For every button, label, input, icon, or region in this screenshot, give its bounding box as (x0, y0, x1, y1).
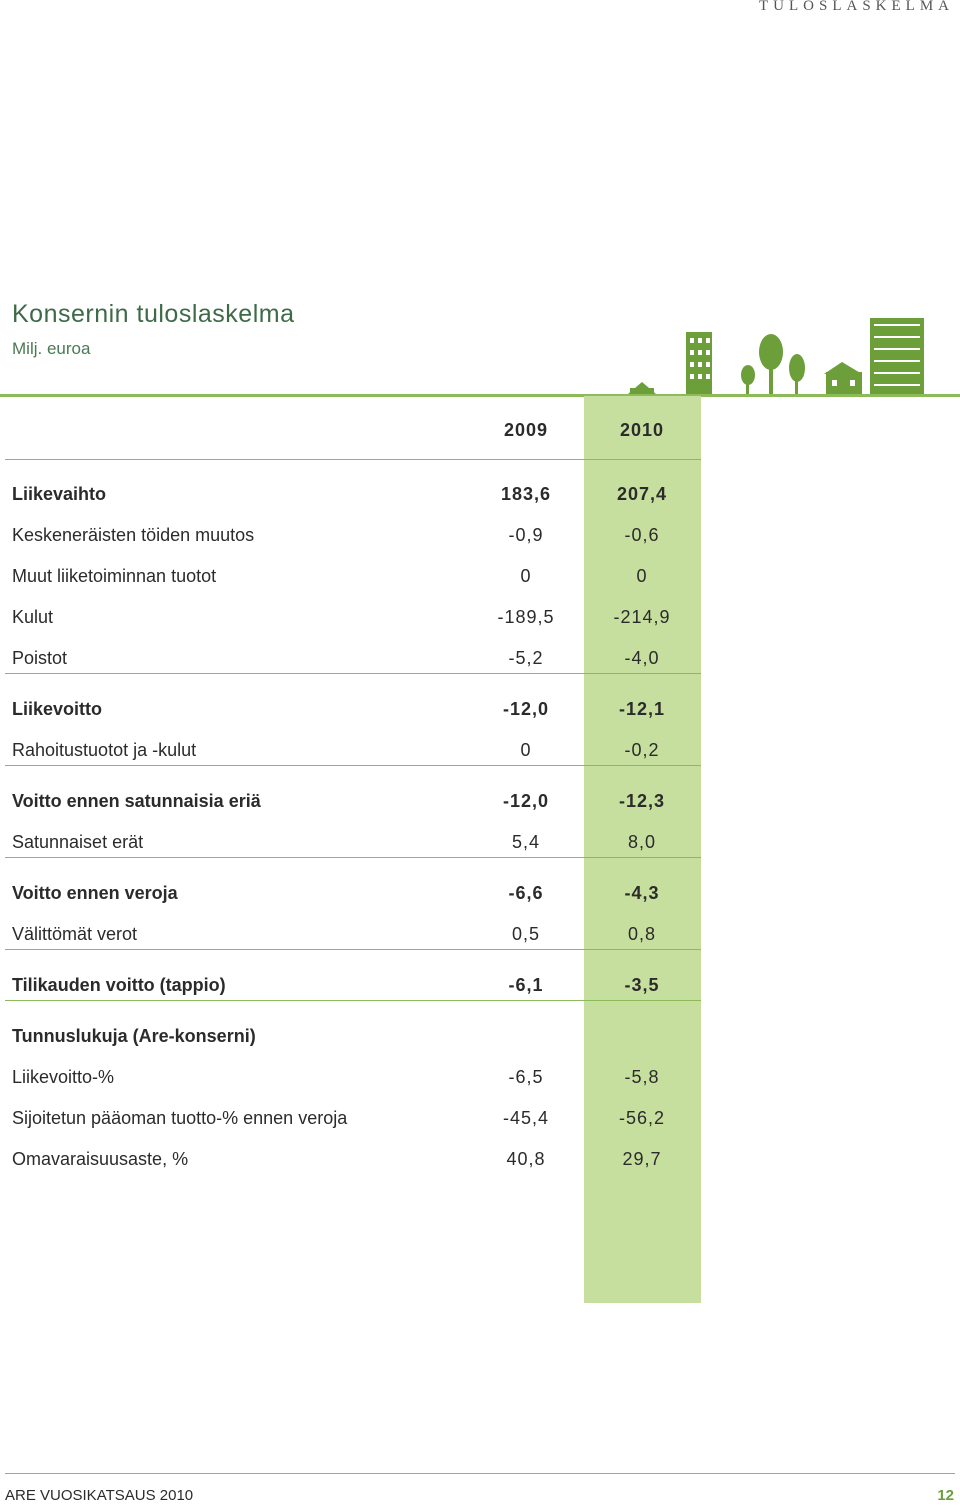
cell-value: -5,8 (624, 1067, 660, 1087)
cell-value: 0 (520, 566, 532, 586)
row-label: Tilikauden voitto (tappio) (12, 975, 226, 995)
cell-value: 207,4 (616, 484, 668, 504)
row-label: Liikevaihto (12, 484, 107, 504)
table-row: Poistot -5,2 -4,0 (0, 646, 960, 670)
cell-value: -0,9 (508, 525, 544, 545)
row-label: Omavaraisuusaste, % (12, 1149, 189, 1169)
cell-value: 5,4 (511, 832, 541, 852)
table-row: Liikevoitto-% -6,5 -5,8 (0, 1065, 960, 1089)
cell-value: -45,4 (502, 1108, 550, 1128)
page-number: 12 (937, 1487, 954, 1504)
table-row: Omavaraisuusaste, % 40,8 29,7 (0, 1147, 960, 1171)
cell-value: 0,5 (511, 924, 541, 944)
cell-value: 29,7 (622, 1149, 662, 1169)
table-row: Kulut -189,5 -214,9 (0, 605, 960, 629)
cell-value: -12,0 (502, 791, 550, 811)
cell-value: -0,2 (624, 740, 660, 760)
row-label: Kulut (12, 607, 54, 627)
title: Konsernin tuloslaskelma (12, 300, 295, 328)
cell-value: -214,9 (613, 607, 671, 627)
cell-value: -5,2 (508, 648, 544, 668)
cell-value: -0,6 (624, 525, 660, 545)
running-header: TULOSLASKELMA (759, 0, 954, 14)
cell-value: -6,1 (508, 975, 544, 995)
footer-publication: ARE VUOSIKATSAUS 2010 (5, 1487, 194, 1504)
column-header: 2009 (503, 420, 549, 440)
table-row: Liikevaihto 183,6 207,4 (0, 482, 960, 506)
row-label: Voitto ennen satunnaisia eriä (12, 791, 261, 811)
row-label: Liikevoitto (12, 699, 103, 719)
table-row: Satunnaiset erät 5,4 8,0 (0, 830, 960, 854)
cell-value: 0,8 (627, 924, 657, 944)
row-label: Voitto ennen veroja (12, 883, 178, 903)
subtitle: Milj. euroa (12, 339, 91, 358)
row-separator (5, 949, 701, 950)
cell-value: -3,5 (624, 975, 660, 995)
row-label: Sijoitetun pääoman tuotto-% ennen veroja (12, 1108, 348, 1128)
cell-value: -6,5 (508, 1067, 544, 1087)
cell-value: -12,1 (618, 699, 666, 719)
cell-value: 0 (520, 740, 532, 760)
column-header: 2010 (619, 420, 665, 440)
footer-rule (5, 1473, 955, 1474)
row-separator (5, 459, 701, 460)
table-row: Välittömät verot 0,5 0,8 (0, 922, 960, 946)
highlight-column (584, 396, 701, 1303)
table-row: Voitto ennen satunnaisia eriä -12,0 -12,3 (0, 789, 960, 813)
table-row: Sijoitetun pääoman tuotto-% ennen veroja… (0, 1106, 960, 1130)
buildings-illustration (0, 318, 960, 397)
row-separator (5, 673, 701, 674)
row-label: Muut liiketoiminnan tuotot (12, 566, 217, 586)
row-label: Keskeneräisten töiden muutos (12, 525, 255, 545)
row-separator (5, 857, 701, 858)
row-separator (5, 1000, 701, 1001)
row-separator (5, 765, 701, 766)
row-label: Rahoitustuotot ja -kulut (12, 740, 197, 760)
cell-value: -6,6 (508, 883, 544, 903)
cell-value: 0 (636, 566, 648, 586)
row-label: Välittömät verot (12, 924, 138, 944)
row-label: Tunnuslukuja (Are-konserni) (12, 1026, 256, 1046)
table-row: Tilikauden voitto (tappio) -6,1 -3,5 (0, 973, 960, 997)
row-label: Liikevoitto-% (12, 1067, 115, 1087)
cell-value: 40,8 (506, 1149, 546, 1169)
table-row: Voitto ennen veroja -6,6 -4,3 (0, 881, 960, 905)
table-row: Keskeneräisten töiden muutos -0,9 -0,6 (0, 523, 960, 547)
cell-value: 8,0 (627, 832, 657, 852)
table-row: Rahoitustuotot ja -kulut 0 -0,2 (0, 738, 960, 762)
cell-value: 183,6 (500, 484, 552, 504)
cell-value: -12,3 (618, 791, 666, 811)
column-header-row: 2009 2010 (0, 418, 960, 442)
table-row: Tunnuslukuja (Are-konserni) (0, 1024, 960, 1048)
cell-value: -4,3 (624, 883, 660, 903)
cell-value: -4,0 (624, 648, 660, 668)
table-row: Muut liiketoiminnan tuotot 0 0 (0, 564, 960, 588)
cell-value: -12,0 (502, 699, 550, 719)
table-row: Liikevoitto -12,0 -12,1 (0, 697, 960, 721)
cell-value: -56,2 (618, 1108, 666, 1128)
row-label: Satunnaiset erät (12, 832, 144, 852)
row-label: Poistot (12, 648, 68, 668)
cell-value: -189,5 (497, 607, 555, 627)
